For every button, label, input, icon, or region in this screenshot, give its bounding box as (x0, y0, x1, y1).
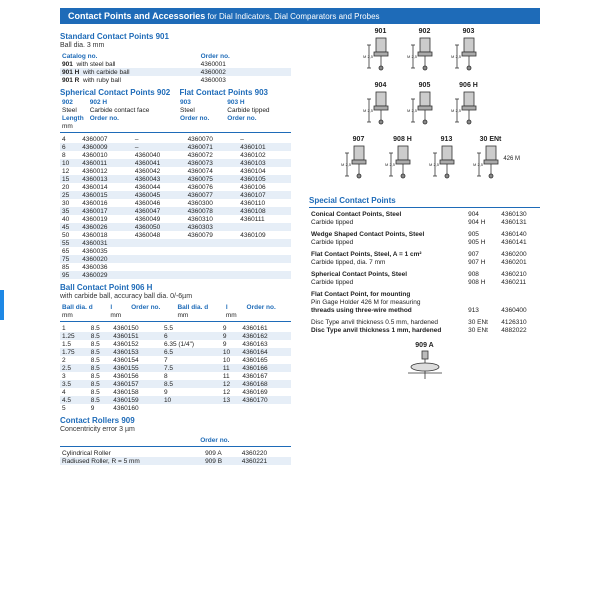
svg-text:M 2,5: M 2,5 (341, 162, 352, 167)
s909-sub: Concentricity error 3 µm (60, 426, 291, 433)
catalog-page: Contact Points and Accessories for Dial … (0, 0, 600, 600)
diagram-905: 905M 2,5 (405, 84, 445, 134)
banner-subtitle: for Dial Indicators, Dial Comparators an… (205, 12, 379, 21)
diagram-row-2: 904M 2,5905M 2,5906 HM 2,5 (309, 82, 540, 136)
special-title: Special Contact Points (309, 196, 540, 205)
diagram-902: 902M 2,5 (405, 30, 445, 80)
s909-table: Order no. (60, 436, 291, 444)
bottom-diagram: 909 A (309, 342, 540, 386)
diagram-row-3: 907M 2,5908 HM 2,5913M 2,530 ENtM 2,5426… (309, 136, 540, 190)
s906-sub: with carbide ball, accuracy ball dia. 0/… (60, 293, 291, 300)
diagram-908 H: 908 HM 2,5 (383, 138, 423, 188)
s906-table: Ball dia. dlOrder no.Ball dia. dlOrder n… (60, 303, 291, 319)
diagram-904: 904M 2,5 (361, 84, 401, 134)
s902-t2: Flat Contact Points 903 (180, 88, 292, 97)
page-banner: Contact Points and Accessories for Dial … (60, 8, 540, 24)
svg-text:M 2,5: M 2,5 (407, 54, 418, 59)
s901-table: Catalog no.Order no. 901 with steel ball… (60, 52, 291, 84)
special-table: Conical Contact Points, Steel9044360130C… (309, 210, 540, 334)
s909-body: Cylindrical Roller909 A4360220Radiused R… (60, 449, 291, 465)
svg-text:M 2,5: M 2,5 (385, 162, 396, 167)
banner-title: Contact Points and Accessories (68, 11, 205, 21)
svg-text:M 2,5: M 2,5 (407, 108, 418, 113)
left-column: Standard Contact Points 901 Ball dia. 3 … (60, 28, 291, 465)
diagram-901: 901M 2,5 (361, 30, 401, 80)
s902-table: 902902 H903903 H SteelCarbide contact fa… (60, 98, 291, 130)
svg-text:M 2,5: M 2,5 (451, 108, 462, 113)
diagram-row-1: 901M 2,5902M 2,5903M 2,5 (309, 28, 540, 82)
s906-body: 18.543601505.5943601611.258.543601516943… (60, 324, 291, 412)
s902-t1: Spherical Contact Points 902 (60, 88, 172, 97)
s901-title: Standard Contact Points 901 (60, 32, 291, 41)
diagram-913: 913M 2,5 (427, 138, 467, 188)
side-tab (0, 290, 4, 320)
diagram-907: 907M 2,5 (339, 138, 379, 188)
diagram-903: 903M 2,5 (449, 30, 489, 80)
svg-text:M 2,5: M 2,5 (451, 54, 462, 59)
s906-title: Ball Contact Point 906 H (60, 283, 291, 292)
svg-text:M 2,5: M 2,5 (473, 162, 484, 167)
svg-text:M 2,5: M 2,5 (429, 162, 440, 167)
svg-text:M 2,5: M 2,5 (363, 54, 374, 59)
diagram-30 ENt: 30 ENtM 2,5 (471, 138, 511, 188)
s909-title: Contact Rollers 909 (60, 416, 291, 425)
diagram-906 H: 906 HM 2,5 (449, 84, 489, 134)
s902-body: 44360007–4360070–64360009–43600714360101… (60, 135, 291, 279)
s901-sub: Ball dia. 3 mm (60, 42, 291, 49)
svg-text:M 2,5: M 2,5 (363, 108, 374, 113)
right-column: 901M 2,5902M 2,5903M 2,5 904M 2,5905M 2,… (309, 28, 540, 465)
roller-icon (400, 349, 450, 384)
